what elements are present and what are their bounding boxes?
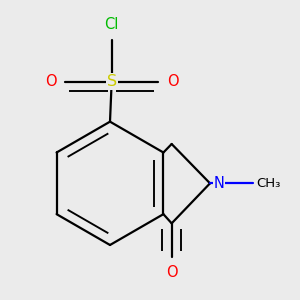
Text: O: O bbox=[166, 265, 178, 280]
Text: Cl: Cl bbox=[104, 17, 119, 32]
Text: O: O bbox=[167, 74, 178, 89]
Text: S: S bbox=[106, 74, 117, 89]
Text: N: N bbox=[213, 176, 224, 191]
Text: O: O bbox=[45, 74, 57, 89]
Text: CH₃: CH₃ bbox=[257, 177, 281, 190]
